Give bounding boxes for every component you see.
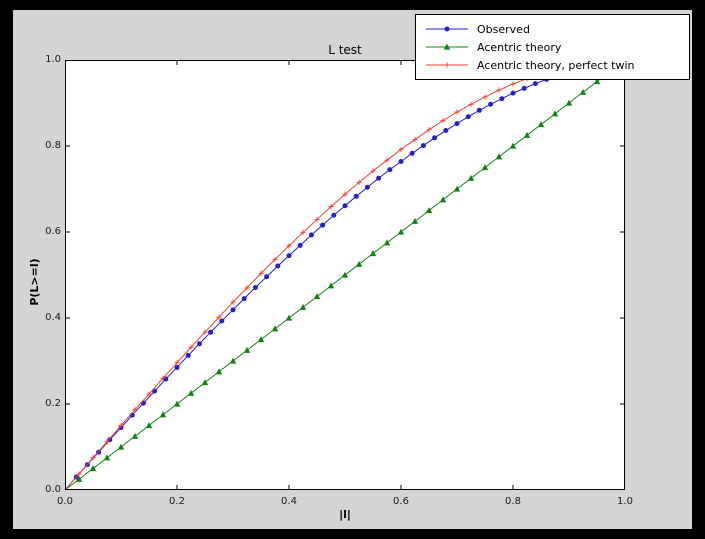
x-tick-label: 0.2: [169, 496, 185, 507]
x-tick-label: 0.4: [281, 496, 297, 507]
legend: Observed Acentric theory Acentric theory, …: [415, 14, 690, 80]
x-tick-label: 0.8: [505, 496, 521, 507]
y-axis-label: P(L>=l): [28, 258, 41, 306]
axes-frame: [65, 60, 625, 490]
x-tick-label: 1.0: [617, 496, 633, 507]
legend-line-sample: [426, 26, 468, 32]
legend-item: Acentric theory: [424, 38, 681, 56]
chart-title: L test: [328, 43, 362, 57]
x-tick-label: 0.6: [393, 496, 409, 507]
legend-line-sample: [426, 43, 468, 50]
plot-area: [65, 60, 625, 490]
y-tick-label: 0.2: [45, 398, 61, 409]
series-markers: [65, 67, 615, 490]
legend-label: Acentric theory: [477, 40, 562, 54]
y-tick-label: 1.0: [45, 54, 61, 65]
figure-canvas: L test P(L>=l) 0.0 0.2 0.4 0.6 0.8 1.0 0.0 0.2…: [13, 10, 692, 529]
legend-item: Observed: [424, 20, 681, 38]
series-line: [65, 70, 612, 490]
y-tick-label: 0.0: [45, 484, 61, 495]
legend-label: Acentric theory, perfect twin: [477, 58, 635, 72]
legend-item: Acentric theory, perfect twin: [424, 56, 681, 74]
series-line: [65, 60, 612, 490]
legend-line-sample: [426, 62, 468, 68]
series-markers: [65, 60, 614, 490]
x-axis-label: |l|: [339, 508, 351, 521]
y-tick-label: 0.8: [45, 140, 61, 151]
x-tick-label: 0.0: [57, 496, 73, 507]
legend-label: Observed: [477, 22, 530, 36]
